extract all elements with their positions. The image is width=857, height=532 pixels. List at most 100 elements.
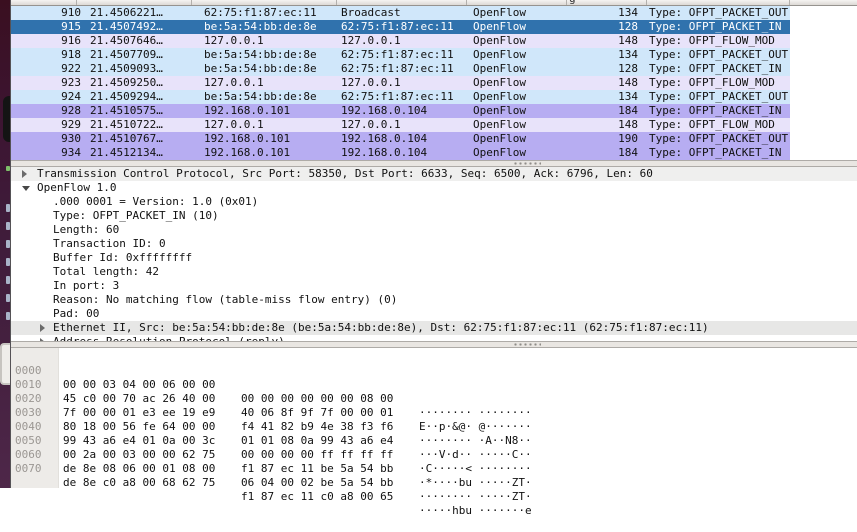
- packet-source: be:5a:54:bb:de:8e: [204, 90, 317, 103]
- detail-row-reason[interactable]: Reason: No matching flow (table-miss flo…: [11, 293, 857, 307]
- hex-offset: 0030: [15, 406, 42, 419]
- packet-row[interactable]: 930 21.4510767… 192.168.0.101 192.168.0.…: [11, 132, 790, 146]
- packet-protocol: OpenFlow: [473, 76, 526, 89]
- detail-row-total-length[interactable]: Total length: 42: [11, 265, 857, 279]
- packet-time: 21.4506221…: [90, 6, 163, 19]
- detail-row-pad[interactable]: Pad: 00: [11, 307, 857, 321]
- packet-info: Type: OFPT_PACKET_IN: [649, 104, 782, 117]
- detail-row-version[interactable]: .000 0001 = Version: 1.0 (0x01): [11, 195, 857, 209]
- packet-list-column-header[interactable]: g: [11, 0, 857, 6]
- packet-row[interactable]: 934 21.4512134… 192.168.0.101 192.168.0.…: [11, 146, 790, 160]
- hex-offset: 0020: [15, 392, 42, 405]
- packet-info: Type: OFPT_PACKET_OUT: [649, 48, 789, 61]
- hex-row[interactable]: 0030 80 18 00 56 fe 64 00 00 01 01 08 0a…: [11, 392, 857, 461]
- packet-length: 134: [618, 90, 638, 103]
- hex-row[interactable]: 0050 00 2a 00 03 00 00 62 75 f1 87 ec 11…: [11, 420, 857, 489]
- splitter-handle-icon: [513, 162, 541, 165]
- packet-no: 930: [61, 132, 81, 145]
- packet-source: be:5a:54:bb:de:8e: [204, 48, 317, 61]
- hex-row[interactable]: 0070 de 8e c0 a8 00 68 62 75 f1 87 ec 11…: [11, 448, 857, 517]
- column-separator[interactable]: [646, 0, 647, 5]
- hex-bytes: 99 43 a6 e4 01 0a 00 3c: [63, 434, 216, 447]
- packet-protocol: OpenFlow: [473, 118, 526, 131]
- hex-bytes: 45 c0 00 70 ac 26 40 00: [63, 392, 216, 405]
- packet-destination: 192.168.0.104: [341, 132, 428, 145]
- detail-row-arp[interactable]: Address Resolution Protocol (reply): [11, 335, 857, 341]
- detail-row-type[interactable]: Type: OFPT_PACKET_IN (10): [11, 209, 857, 223]
- hex-bytes: 7f 00 00 01 e3 ee 19 e9: [63, 406, 216, 419]
- packet-info: Type: OFPT_PACKET_OUT: [649, 6, 789, 19]
- hex-bytes: f1 87 ec 11 be 5a 54 bb: [241, 462, 394, 475]
- detail-row-tcp[interactable]: Transmission Control Protocol, Src Port:…: [11, 167, 857, 181]
- packet-info: Type: OFPT_FLOW_MOD: [649, 118, 775, 131]
- hex-offset: 0000: [15, 364, 42, 377]
- packet-length: 148: [618, 34, 638, 47]
- detail-row-buffer-id[interactable]: Buffer Id: 0xffffffff: [11, 251, 857, 265]
- hex-row[interactable]: 0000 00 00 03 04 00 06 00 00 00 00 00 00…: [11, 350, 857, 419]
- hex-row[interactable]: 0040 99 43 a6 e4 01 0a 00 3c 00 00 00 00…: [11, 406, 857, 475]
- packet-row[interactable]: 924 21.4509294… be:5a:54:bb:de:8e 62:75:…: [11, 90, 790, 104]
- packet-no: 922: [61, 62, 81, 75]
- detail-row-length[interactable]: Length: 60: [11, 223, 857, 237]
- detail-row-openflow[interactable]: OpenFlow 1.0: [11, 181, 857, 195]
- packet-destination: 62:75:f1:87:ec:11: [341, 62, 454, 75]
- hex-offset: 0010: [15, 378, 42, 391]
- hex-bytes: 06 04 00 02 be 5a 54 bb: [241, 476, 394, 489]
- packet-time: 21.4507646…: [90, 34, 163, 47]
- column-separator[interactable]: [789, 0, 790, 5]
- packet-source: 62:75:f1:87:ec:11: [204, 6, 317, 19]
- packet-row[interactable]: 910 21.4506221… 62:75:f1:87:ec:11 Broadc…: [11, 6, 790, 20]
- packet-row[interactable]: 922 21.4509093… be:5a:54:bb:de:8e 62:75:…: [11, 62, 790, 76]
- detail-text: Ethernet II, Src: be:5a:54:bb:de:8e (be:…: [53, 321, 709, 334]
- column-separator[interactable]: [76, 0, 77, 5]
- hex-row[interactable]: 0010 45 c0 00 70 ac 26 40 00 40 06 8f 9f…: [11, 364, 857, 433]
- packet-source: 127.0.0.1: [204, 34, 264, 47]
- packet-row[interactable]: 928 21.4510575… 192.168.0.101 192.168.0.…: [11, 104, 790, 118]
- collapse-arrow-icon[interactable]: [22, 186, 30, 191]
- desktop-background-strip: [0, 0, 10, 488]
- packet-no: 924: [61, 90, 81, 103]
- wireshark-window: g 910 21.4506221… 62:75:f1:87:ec:11 Broa…: [10, 0, 857, 517]
- detail-text: .000 0001 = Version: 1.0 (0x01): [53, 195, 259, 208]
- column-separator[interactable]: [191, 0, 192, 5]
- packet-row[interactable]: 918 21.4507709… be:5a:54:bb:de:8e 62:75:…: [11, 48, 790, 62]
- expand-arrow-icon[interactable]: [40, 324, 45, 332]
- packet-row[interactable]: 923 21.4509250… 127.0.0.1 127.0.0.1 Open…: [11, 76, 790, 90]
- packet-time: 21.4507709…: [90, 48, 163, 61]
- hex-bytes: 40 06 8f 9f 7f 00 00 01: [241, 406, 394, 419]
- packet-time: 21.4509250…: [90, 76, 163, 89]
- pane-splitter[interactable]: [11, 160, 857, 167]
- expand-arrow-icon[interactable]: [40, 338, 45, 341]
- hex-ascii: ·C·····< ········: [419, 462, 532, 475]
- detail-row-in-port[interactable]: In port: 3: [11, 279, 857, 293]
- hex-offset: 0040: [15, 420, 42, 433]
- splitter-handle-icon: [513, 343, 541, 346]
- detail-text: Transaction ID: 0: [53, 237, 166, 250]
- hex-bytes: f1 87 ec 11 c0 a8 00 65: [241, 490, 394, 503]
- packet-info: Type: OFPT_PACKET_OUT: [649, 132, 789, 145]
- packet-time: 21.4507492…: [90, 20, 163, 33]
- column-separator[interactable]: [466, 0, 467, 5]
- packet-info: Type: OFPT_PACKET_OUT: [649, 90, 789, 103]
- hex-row[interactable]: 0020 7f 00 00 01 e3 ee 19 e9 f4 41 82 b9…: [11, 378, 857, 447]
- detail-row-transaction-id[interactable]: Transaction ID: 0: [11, 237, 857, 251]
- pane-splitter[interactable]: [11, 341, 857, 348]
- packet-row-selected[interactable]: 915 21.4507492… be:5a:54:bb:de:8e 62:75:…: [11, 20, 790, 34]
- background-window-corner-fragment: [0, 343, 10, 385]
- column-separator[interactable]: [336, 0, 337, 5]
- column-separator[interactable]: [566, 0, 567, 5]
- detail-row-ethernet[interactable]: Ethernet II, Src: be:5a:54:bb:de:8e (be:…: [11, 321, 857, 335]
- detail-text: Pad: 00: [53, 307, 100, 320]
- packet-source: 127.0.0.1: [204, 76, 264, 89]
- hex-ascii: ·····hbu ·······e: [419, 504, 532, 517]
- expand-arrow-icon[interactable]: [22, 170, 27, 178]
- packet-row[interactable]: 916 21.4507646… 127.0.0.1 127.0.0.1 Open…: [11, 34, 790, 48]
- packet-no: 923: [61, 76, 81, 89]
- hex-row[interactable]: 0060 de 8e 08 06 00 01 08 00 06 04 00 02…: [11, 434, 857, 503]
- packet-destination: Broadcast: [341, 6, 401, 19]
- packet-time: 21.4510722…: [90, 118, 163, 131]
- packet-time: 21.4509294…: [90, 90, 163, 103]
- hex-bytes: 00 00 00 00 00 00 08 00: [241, 392, 394, 405]
- packet-row[interactable]: 929 21.4510722… 127.0.0.1 127.0.0.1 Open…: [11, 118, 790, 132]
- hex-ascii: ········ ·A··N8··: [419, 434, 532, 447]
